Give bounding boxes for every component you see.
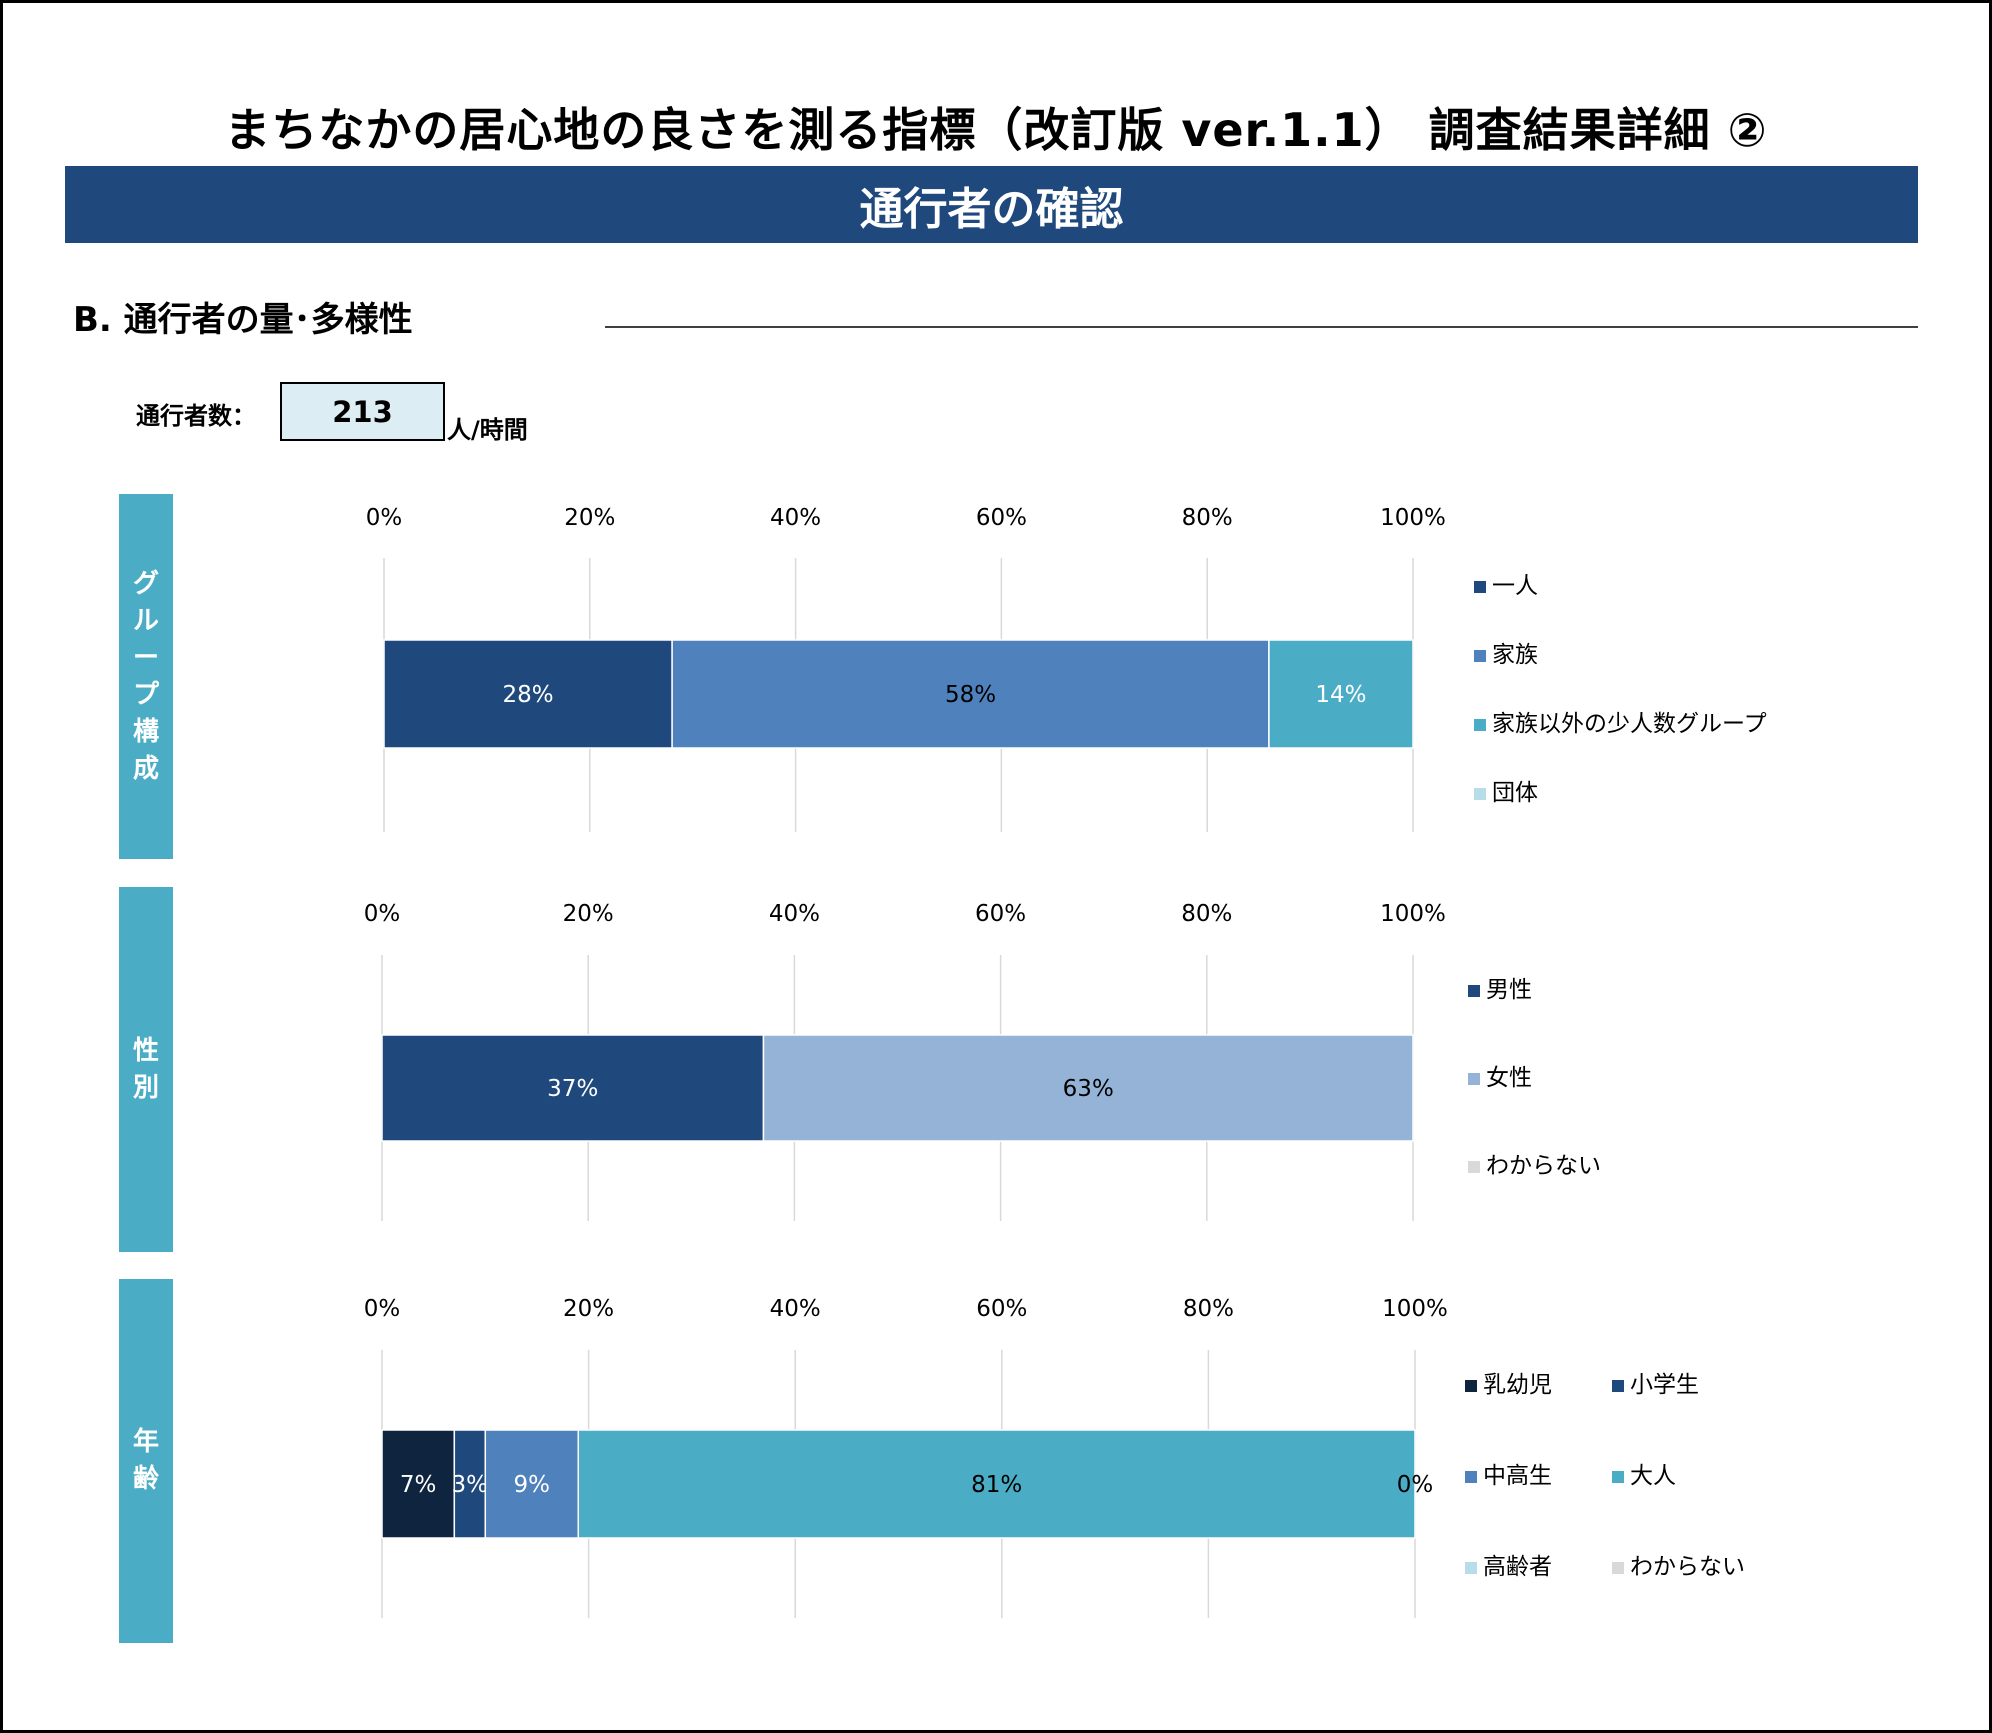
data-label: 37% [547, 1076, 598, 1102]
tick-label: 40% [770, 1296, 821, 1322]
count-label: 通行者数： [136, 402, 256, 430]
legend-label: 小学生 [1630, 1372, 1699, 1398]
tick-label: 0% [364, 901, 401, 927]
tick-label: 80% [1181, 901, 1232, 927]
legend-swatch [1474, 650, 1486, 662]
tick-label: 20% [564, 505, 615, 531]
tick-label: 60% [975, 901, 1026, 927]
side-label-char: ル [132, 605, 159, 636]
tick-label: 0% [366, 505, 403, 531]
legend-label: 大人 [1630, 1463, 1676, 1489]
side-label-char: プ [132, 679, 159, 710]
count-value-box: 213 [280, 382, 445, 441]
data-label: 28% [502, 682, 553, 708]
tick-label: 100% [1380, 901, 1446, 927]
legend-label: 家族 [1492, 642, 1538, 668]
tick-label: 80% [1182, 505, 1233, 531]
tick-label: 20% [563, 901, 614, 927]
legend-label: 中高生 [1483, 1463, 1552, 1489]
legend-swatch [1612, 1562, 1624, 1574]
tick-label: 100% [1380, 505, 1446, 531]
data-label: 9% [514, 1472, 551, 1498]
legend-swatch [1612, 1471, 1624, 1483]
count-unit: 人/時間 [447, 416, 528, 444]
side-label-char: 構 [132, 716, 159, 747]
count-value: 213 [332, 394, 393, 429]
legend-swatch [1465, 1562, 1477, 1574]
legend-swatch [1465, 1380, 1477, 1392]
bar-segment [1268, 639, 1414, 749]
tick-label: 60% [976, 1296, 1027, 1322]
tick-label: 80% [1183, 1296, 1234, 1322]
side-label-char: 年 [132, 1427, 159, 1457]
legend-label: 一人 [1492, 573, 1538, 599]
legend-swatch [1612, 1380, 1624, 1392]
data-label: 14% [1315, 682, 1366, 708]
gender-label: 性別 [119, 887, 173, 1252]
data-label: 63% [1063, 1076, 1114, 1102]
legend-label: 女性 [1486, 1065, 1532, 1091]
legend-swatch [1465, 1471, 1477, 1483]
banner-label: 通行者の確認 [859, 183, 1124, 235]
tick-label: 40% [770, 505, 821, 531]
data-label: 3% [452, 1472, 489, 1498]
tick-label: 20% [563, 1296, 614, 1322]
legend-swatch [1474, 788, 1486, 800]
legend-swatch [1468, 1073, 1480, 1085]
data-label: 7% [400, 1472, 437, 1498]
side-label-char: 性 [132, 1035, 159, 1066]
bar-segment [577, 1429, 1416, 1539]
legend-swatch [1474, 719, 1486, 731]
bar-segment [381, 1034, 765, 1142]
data-label: 81% [971, 1472, 1022, 1498]
legend-label: わからない [1486, 1153, 1601, 1179]
legend-swatch [1474, 581, 1486, 593]
legend-label: 男性 [1486, 977, 1532, 1003]
side-label-char: ー [132, 642, 159, 673]
group-composition-label: グループ構成 [119, 494, 173, 859]
legend-label: 団体 [1492, 780, 1538, 806]
bar-segment [762, 1034, 1414, 1142]
section-heading: B. 通行者の量･多様性 [73, 300, 413, 340]
legend-label: 家族以外の少人数グループ [1492, 711, 1767, 737]
tick-label: 0% [364, 1296, 401, 1322]
tick-label: 60% [976, 505, 1027, 531]
data-label: 58% [945, 682, 996, 708]
section-divider [605, 326, 1918, 328]
page-title: まちなかの居心地の良さを測る指標（改訂版 ver.1.1） 調査結果詳細 ② [224, 103, 1768, 157]
age-label: 年齢 [119, 1279, 173, 1643]
bar-segment [383, 639, 673, 749]
side-label-char: 齢 [132, 1464, 159, 1494]
bar-segment [453, 1429, 487, 1539]
bar-segment [484, 1429, 580, 1539]
section-banner: 通行者の確認 [65, 166, 1918, 243]
tick-label: 40% [769, 901, 820, 927]
legend-label: 乳幼児 [1483, 1372, 1552, 1398]
legend-swatch [1468, 985, 1480, 997]
side-label-char: グ [132, 568, 159, 599]
tick-label: 100% [1382, 1296, 1448, 1322]
group-composition-chart: 0% 20% 40% 60% 80% 100% 28% 58% 14% 一人家族家族以外の少人数グ… [366, 505, 1767, 832]
bar-segment [671, 639, 1270, 749]
legend-label: わからない [1630, 1554, 1745, 1580]
legend-label: 高齢者 [1483, 1554, 1552, 1580]
side-label-char: 別 [132, 1072, 159, 1103]
side-label-char: 成 [132, 753, 159, 784]
legend-swatch [1468, 1161, 1480, 1173]
data-label: 0% [1397, 1472, 1434, 1498]
